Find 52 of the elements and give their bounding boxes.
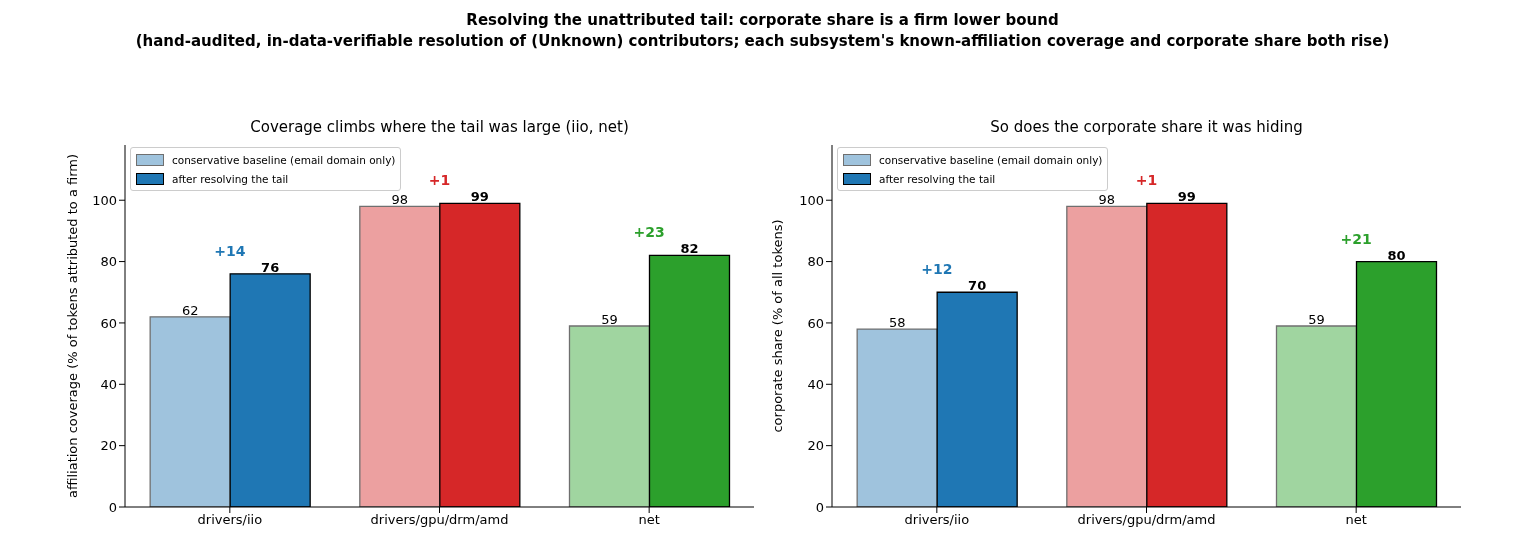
data-label: 58 [888,315,906,331]
x-tick-label: net [638,512,660,528]
y-tick-label: 20 [100,438,117,454]
data-label: 59 [1308,312,1325,327]
annotation: +23 [633,224,665,241]
y-tick-label: 40 [807,376,824,392]
annotation: +21 [1340,230,1372,247]
bar [1066,205,1148,507]
text: (hand-audited, in-data-verifiable resolution of (Unknown) contributors; each subsystem's known-affiliation coverage and corporate share both rise) [134,31,1391,52]
data-label: 76 [261,259,280,275]
legend-label: after resolving the tail [879,172,996,185]
bar [1275,325,1358,507]
annotation: +1 [428,172,451,189]
y-tick-label: 100 [799,192,824,208]
x-tick-label: drivers/iio [904,512,970,528]
data-label: 98 [1098,192,1116,208]
chart-title: Coverage climbs where the tail was large (iio, net) [249,118,630,136]
annotation: +14 [214,242,246,259]
y-tick-label: 60 [100,315,117,331]
legend-label: conservative baseline (email domain only) [172,153,396,166]
chart-title: So does the corporate share it was hiding [989,118,1304,136]
annotation: +12 [921,261,953,278]
y-tick-label: 20 [807,438,824,454]
x-tick-label: drivers/gpu/drm/amd [1077,512,1216,528]
data-label: 62 [181,302,199,318]
y-tick-label: 80 [807,254,824,270]
y-axis-title: corporate share (% of all tokens) [770,219,786,433]
data-label: 98 [391,192,409,208]
data-label: 82 [680,241,699,257]
data-label: 99 [470,189,489,205]
data-label: 99 [1177,189,1196,205]
y-tick-label: 40 [100,376,117,392]
legend-label: after resolving the tail [172,172,289,185]
y-tick-label: 60 [807,315,824,331]
y-tick-label: 0 [108,499,117,515]
x-tick-label: drivers/gpu/drm/amd [370,512,509,528]
data-label: 80 [1387,247,1406,263]
legend-label: conservative baseline (email domain only) [879,153,1103,166]
text: Resolving the unattributed tail: corporate share is a firm lower bound [465,10,1060,31]
bar [359,205,441,507]
bar [568,325,651,507]
y-tick-label: 80 [100,254,117,270]
y-axis-title: affiliation coverage (% of tokens attributed to a firm) [65,153,81,499]
data-label: 70 [968,278,987,294]
data-label: 59 [601,312,618,327]
x-tick-label: net [1345,512,1367,528]
bar [856,328,938,507]
y-tick-label: 0 [815,499,824,515]
x-tick-label: drivers/iio [197,512,263,528]
annotation: +1 [1135,172,1158,189]
y-tick-label: 100 [92,192,117,208]
bar [149,316,231,507]
